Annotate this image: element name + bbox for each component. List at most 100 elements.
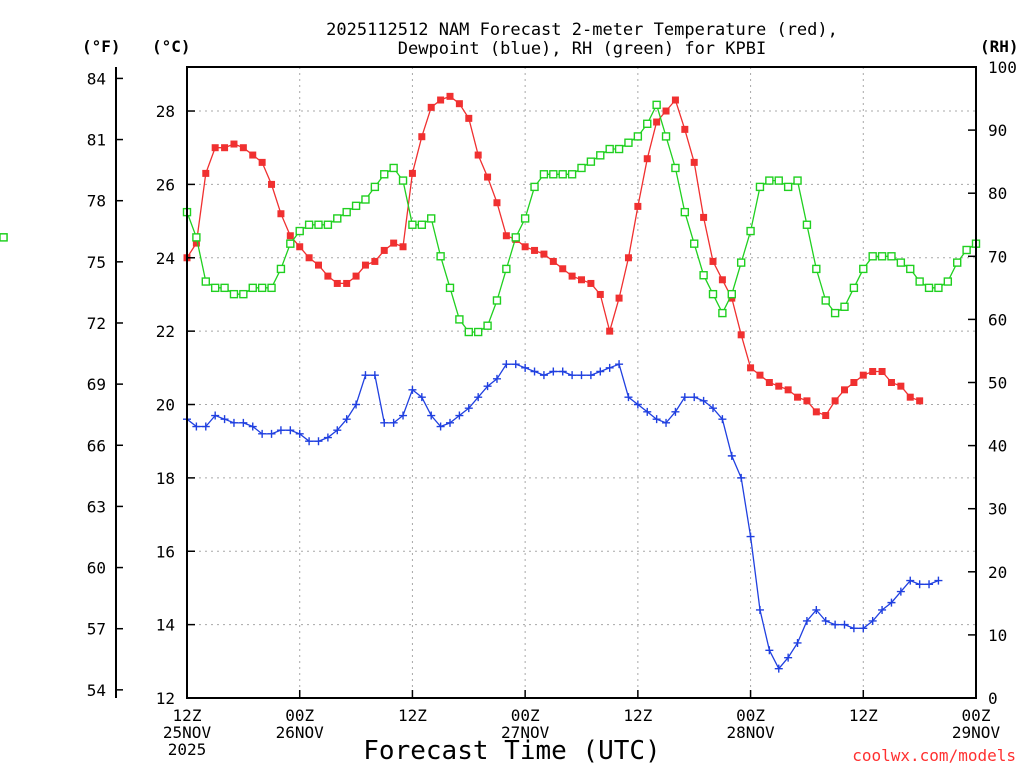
data-point xyxy=(578,276,585,284)
data-point xyxy=(746,226,755,236)
data-point xyxy=(493,199,501,207)
fahrenheit-tick-label: 78 xyxy=(87,192,106,211)
data-point xyxy=(286,232,294,240)
data-point xyxy=(897,382,905,390)
data-point xyxy=(257,283,267,293)
data-point xyxy=(483,321,492,330)
data-point xyxy=(295,429,304,438)
data-point xyxy=(653,118,661,126)
data-point xyxy=(680,207,690,217)
data-point xyxy=(436,252,445,261)
series-temperature xyxy=(183,92,924,420)
fahrenheit-axis-unit: (°F) xyxy=(82,37,121,56)
data-point xyxy=(755,605,764,614)
data-point xyxy=(671,163,680,173)
data-point xyxy=(878,367,886,375)
data-point xyxy=(784,386,792,394)
data-point xyxy=(736,258,746,267)
data-point xyxy=(690,393,699,402)
data-point xyxy=(427,411,436,420)
data-point xyxy=(455,411,464,420)
data-point xyxy=(718,415,727,424)
data-point xyxy=(868,616,877,625)
data-point xyxy=(549,170,558,179)
data-point xyxy=(418,133,426,141)
fahrenheit-tick-label: 57 xyxy=(87,620,106,639)
data-point xyxy=(352,272,360,280)
data-point xyxy=(380,418,389,427)
data-point xyxy=(521,243,529,251)
data-point xyxy=(229,418,238,427)
data-point xyxy=(802,220,812,229)
data-point xyxy=(652,100,661,110)
x-tick-label: 29NOV xyxy=(952,723,1001,742)
rh-tick-label: 0 xyxy=(988,689,998,708)
data-point xyxy=(596,367,605,376)
data-point xyxy=(455,315,464,324)
data-point xyxy=(822,412,830,420)
data-point xyxy=(841,386,848,394)
data-point xyxy=(596,290,604,298)
data-point xyxy=(305,254,313,262)
data-point xyxy=(568,371,577,380)
data-point xyxy=(211,144,219,152)
data-point xyxy=(437,96,445,104)
data-point xyxy=(821,616,830,625)
data-point xyxy=(709,257,717,265)
data-point xyxy=(624,393,633,402)
data-point xyxy=(540,250,548,258)
data-point xyxy=(849,283,859,293)
data-point xyxy=(643,119,652,128)
data-point xyxy=(906,393,914,401)
data-point xyxy=(192,422,201,431)
data-point xyxy=(502,232,510,240)
data-point xyxy=(239,289,248,299)
rh-tick-label: 50 xyxy=(988,374,1007,393)
chart-title-line1: 2025112512 NAM Forecast 2-meter Temperat… xyxy=(326,20,838,40)
data-point xyxy=(615,360,624,369)
data-point xyxy=(577,371,586,380)
data-point xyxy=(455,100,463,108)
data-point xyxy=(268,180,276,188)
data-point xyxy=(887,252,896,261)
data-point xyxy=(417,220,427,229)
data-point xyxy=(718,308,727,318)
data-point xyxy=(934,576,943,585)
x-tick-label: 2025 xyxy=(168,740,207,759)
data-point xyxy=(643,407,652,416)
data-point xyxy=(559,265,567,273)
data-point xyxy=(596,151,605,160)
fahrenheit-tick-label: 66 xyxy=(87,436,106,455)
data-point xyxy=(531,246,539,254)
data-point xyxy=(633,400,642,409)
data-point xyxy=(708,289,718,299)
series-rh xyxy=(0,100,981,337)
data-point xyxy=(727,451,736,460)
rh-tick-label: 60 xyxy=(988,310,1007,329)
data-point xyxy=(558,170,567,179)
data-point xyxy=(577,163,586,173)
data-point xyxy=(380,246,388,254)
rh-axis-unit: (RH) xyxy=(980,37,1019,56)
data-point xyxy=(633,132,643,141)
data-point xyxy=(370,182,380,192)
data-point xyxy=(230,140,238,148)
x-tick-label: 00Z xyxy=(962,706,991,725)
data-point xyxy=(690,158,698,166)
data-point xyxy=(680,393,689,402)
data-point xyxy=(305,437,314,446)
data-point xyxy=(210,283,220,293)
data-point xyxy=(296,243,304,251)
x-axis-label: Forecast Time (UTC) xyxy=(363,736,660,766)
data-point xyxy=(802,616,811,625)
data-point xyxy=(530,182,539,192)
data-point xyxy=(277,210,285,218)
x-tick-label: 28NOV xyxy=(726,723,775,742)
data-point xyxy=(192,239,200,247)
rh-tick-label: 80 xyxy=(988,184,1007,203)
x-tick-label: 00Z xyxy=(736,706,765,725)
data-point xyxy=(662,418,671,427)
data-point xyxy=(549,257,557,265)
data-point xyxy=(0,233,8,242)
data-point xyxy=(445,283,455,293)
